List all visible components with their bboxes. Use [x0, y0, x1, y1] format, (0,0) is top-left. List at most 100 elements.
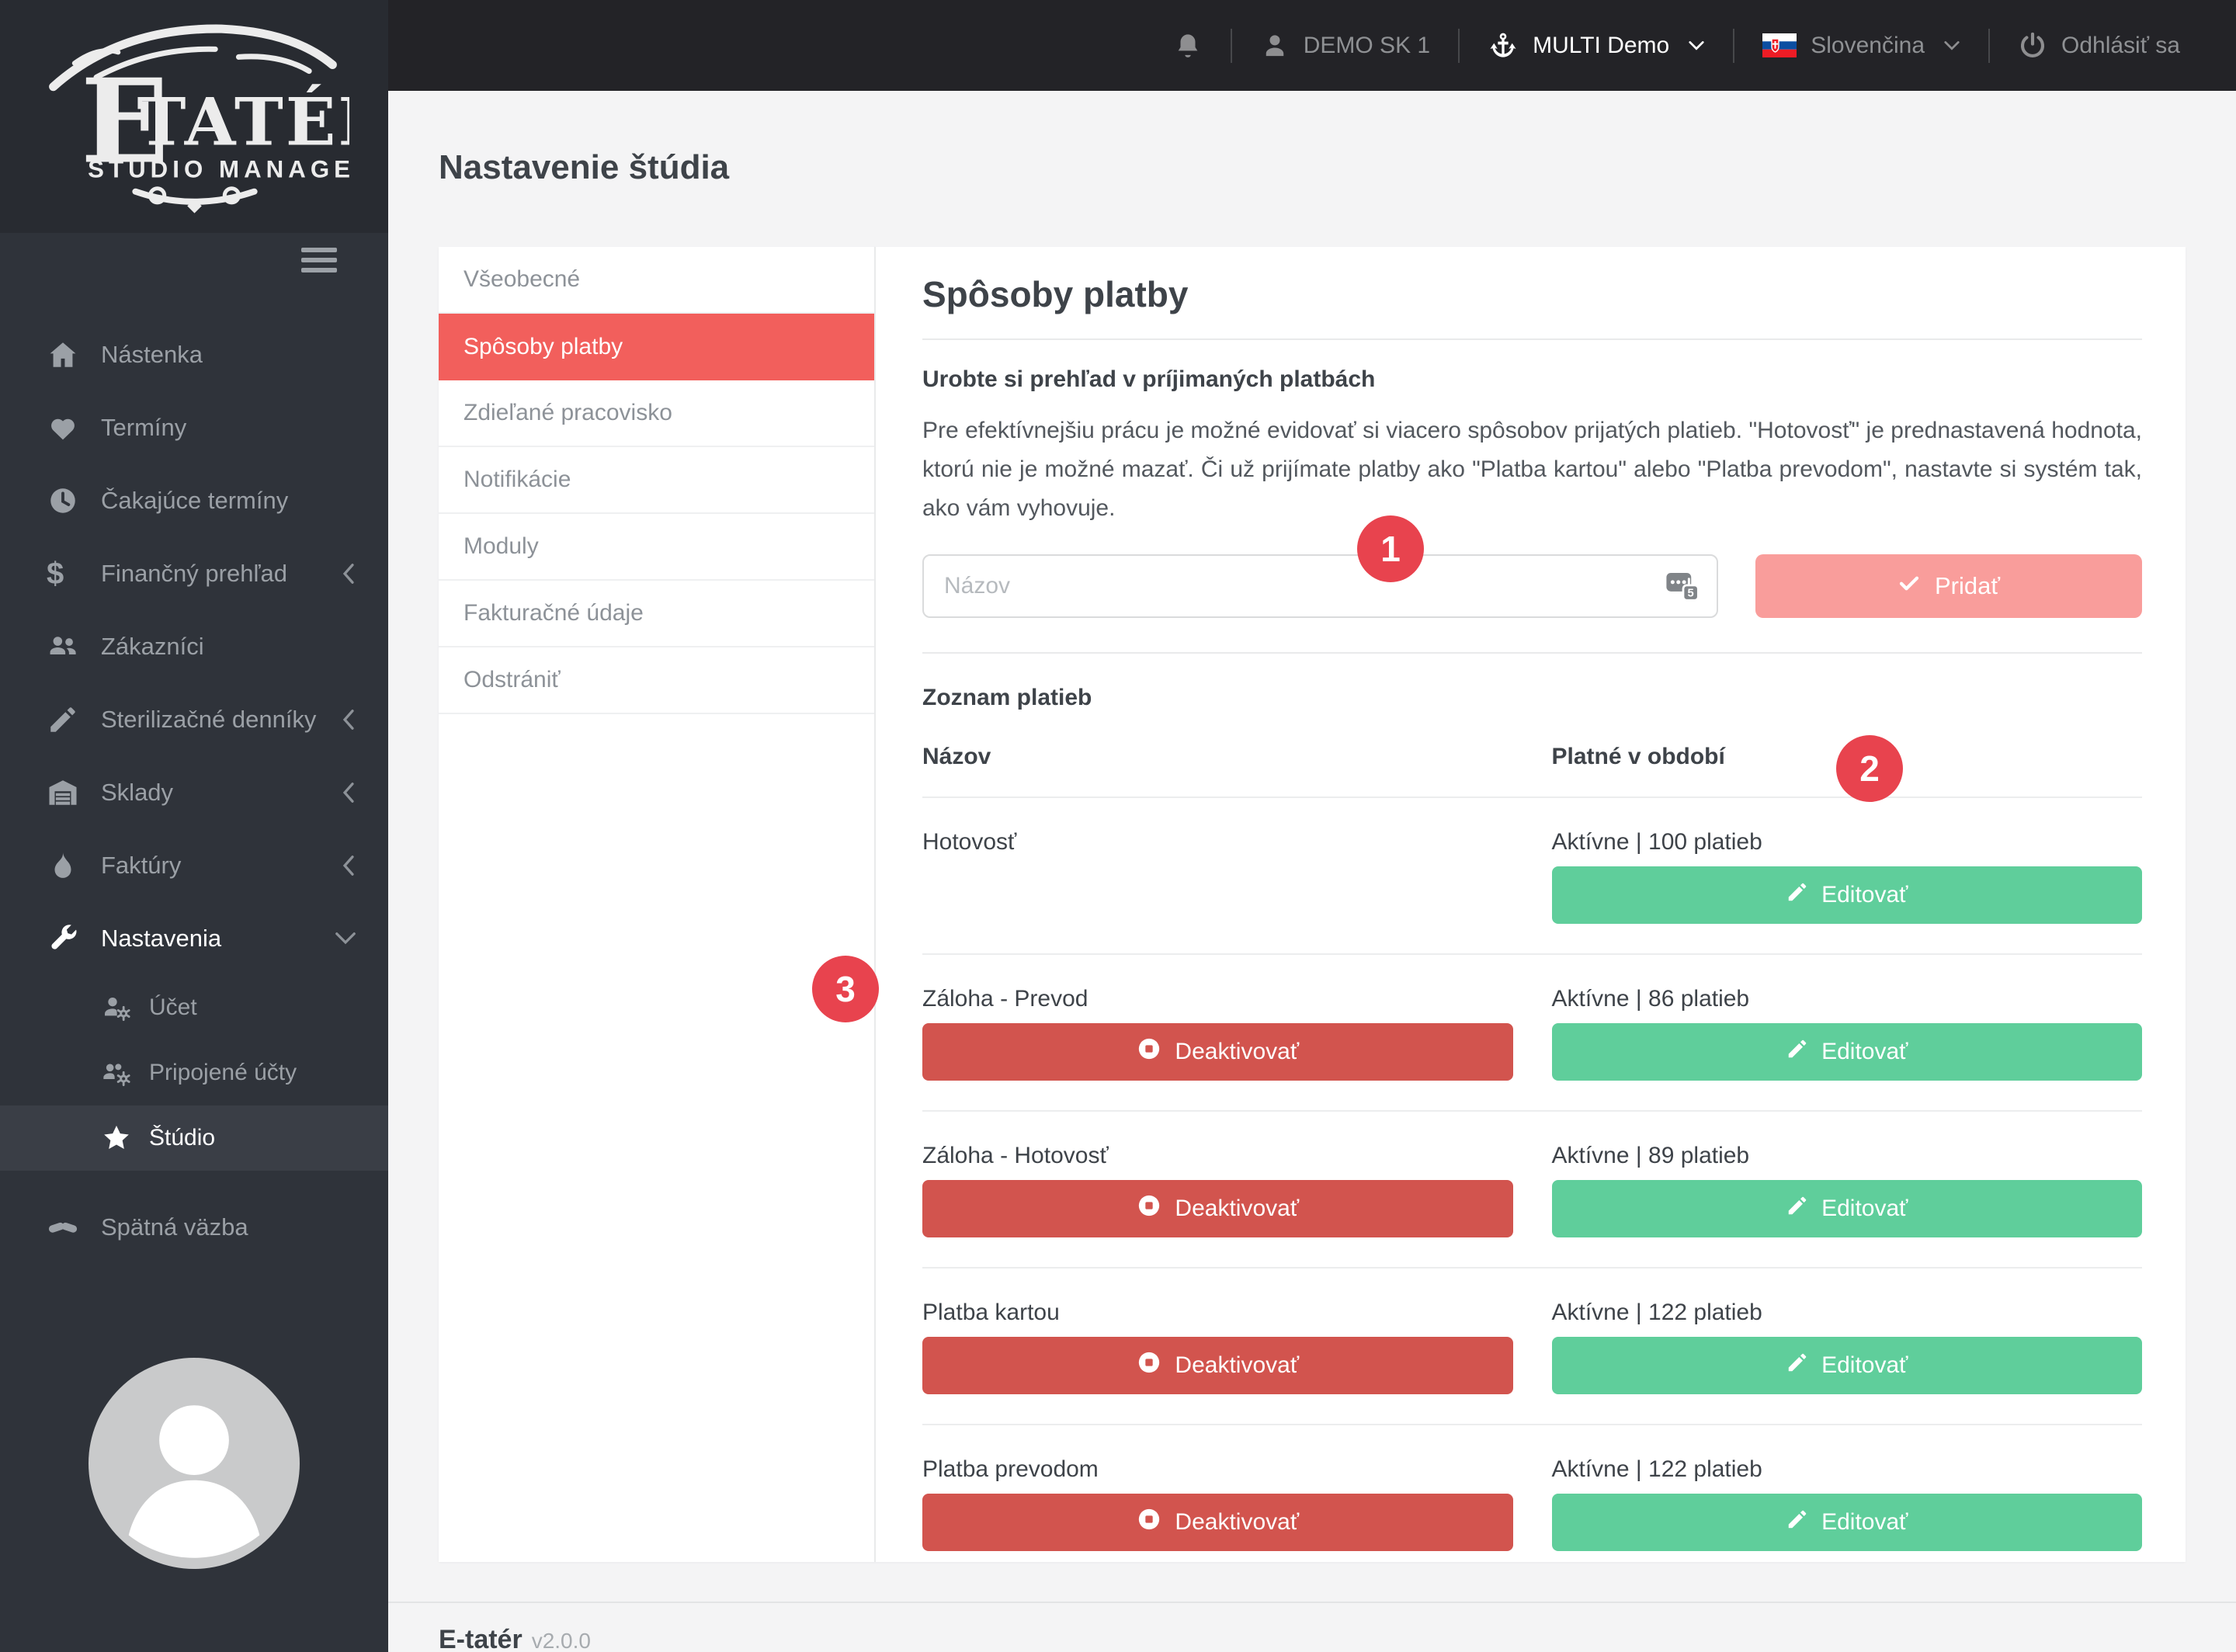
heart-icon	[47, 411, 101, 444]
home-icon	[47, 338, 101, 371]
sidebar-item-nastavenia[interactable]: Nastavenia	[0, 902, 388, 975]
sidebar-item--akaj-ce-term-ny[interactable]: Čakajúce termíny	[0, 464, 388, 537]
tab-sp-soby-platby[interactable]: Spôsoby platby	[439, 314, 874, 380]
logout-label: Odhlásiť sa	[2061, 32, 2180, 58]
sidebar-item-sklady[interactable]: Sklady	[0, 756, 388, 829]
chevron-left-icon	[340, 708, 357, 731]
footer: E-tatér v2.0.0	[388, 1602, 2236, 1652]
payment-status: Aktívne | 100 platieb	[1551, 829, 1762, 855]
tab-moduly[interactable]: Moduly	[439, 514, 874, 581]
payment-status: Aktívne | 89 platieb	[1551, 1143, 1750, 1168]
payment-row: Hotovosť Aktívne | 100 platieb Editovať	[922, 798, 2142, 955]
edit-button[interactable]: Editovať	[1551, 1337, 2142, 1394]
etater-logo-graphic: E TATÉR STUDIO MANAGER	[49, 24, 349, 213]
add-payment-form: 5 Pridať	[922, 554, 2142, 618]
divider	[922, 338, 2142, 340]
handshake-icon	[47, 1211, 101, 1244]
sidebar-item-label: Účet	[149, 994, 197, 1020]
payment-name: Záloha - Hotovosť	[922, 1143, 1109, 1168]
sidebar-item-label: Faktúry	[101, 852, 182, 879]
pencil-icon	[1786, 1508, 1809, 1537]
notifications-button[interactable]	[1173, 31, 1203, 61]
add-button-label: Pridať	[1935, 572, 2000, 599]
deactivate-button[interactable]: Deaktivovať	[922, 1494, 1513, 1551]
edit-button[interactable]: Editovať	[1551, 866, 2142, 924]
edit-button-label: Editovať	[1821, 1352, 1908, 1378]
chevron-down-icon	[1943, 40, 1960, 51]
deactivate-button[interactable]: Deaktivovať	[922, 1337, 1513, 1394]
payment-status: Aktívne | 122 platieb	[1551, 1456, 1762, 1482]
deactivate-button-label: Deaktivovať	[1175, 1196, 1300, 1221]
menu-toggle-button[interactable]	[301, 242, 337, 278]
slovakia-flag-icon	[1762, 33, 1797, 57]
topbar-separator	[1230, 28, 1232, 63]
deactivate-button-label: Deaktivovať	[1175, 1509, 1300, 1535]
users-gear-icon	[101, 1057, 149, 1088]
payment-rows: Hotovosť Aktívne | 100 platieb Editovať Zál…	[922, 798, 2142, 1562]
sidebar-item-finan-n-preh-ad[interactable]: $ Finančný prehľad	[0, 537, 388, 610]
language-selector[interactable]: Slovenčina	[1762, 33, 1960, 59]
sidebar-item-label: Finančný prehľad	[101, 560, 287, 587]
stop-circle-icon	[1136, 1349, 1162, 1382]
deactivate-button[interactable]: Deaktivovať	[922, 1180, 1513, 1237]
wrench-icon	[47, 922, 101, 955]
sidebar-item-pripojen-ty[interactable]: Pripojené účty	[0, 1040, 388, 1105]
edit-button[interactable]: Editovať	[1551, 1494, 2142, 1551]
deactivate-button[interactable]: Deaktivovať	[922, 1023, 1513, 1081]
tab-zdie-an-pracovisko[interactable]: Zdieľané pracovisko	[439, 380, 874, 447]
tab-notifik-cie[interactable]: Notifikácie	[439, 447, 874, 514]
clock-icon	[47, 484, 101, 517]
pencil-icon	[1786, 1351, 1809, 1380]
current-user-label: DEMO SK 1	[1303, 32, 1431, 58]
payment-table-header: Názov Platné v období	[922, 744, 2142, 798]
payment-name-input[interactable]	[922, 554, 1718, 618]
stop-circle-icon	[1136, 1192, 1162, 1225]
main-content: Nastavenie štúdia Všeobecné Spôsoby platb…	[388, 91, 2236, 1652]
edit-button[interactable]: Editovať	[1551, 1023, 2142, 1081]
sidebar: E TATÉR STUDIO MANAGER Nástenka Termíny Ča…	[0, 0, 388, 1652]
tab-odstr-ni-[interactable]: Odstrániť	[439, 647, 874, 714]
payment-row: Platba kartou Deaktivovať Aktívne | 122 pl…	[922, 1268, 2142, 1425]
payment-status: Aktívne | 122 platieb	[1551, 1300, 1762, 1325]
power-icon	[2018, 31, 2047, 61]
user-gear-icon	[101, 992, 149, 1023]
sidebar-item-n-stenka[interactable]: Nástenka	[0, 318, 388, 391]
sidebar-item-steriliza-n-denn-ky[interactable]: Sterilizačné denníky	[0, 683, 388, 756]
topbar-separator	[1988, 28, 1990, 63]
logout-button[interactable]: Odhlásiť sa	[2018, 31, 2180, 61]
star-icon	[101, 1123, 149, 1154]
sidebar-item-fakt-ry[interactable]: Faktúry	[0, 829, 388, 902]
tab-v-eobecn-[interactable]: Všeobecné	[439, 247, 874, 314]
avatar[interactable]	[89, 1358, 300, 1569]
column-header-period: Platné v období	[1551, 744, 1725, 769]
payment-name: Hotovosť	[922, 829, 1017, 855]
app-logo[interactable]: E TATÉR STUDIO MANAGER	[0, 0, 388, 233]
add-payment-button[interactable]: Pridať	[1755, 554, 2142, 618]
sidebar-item-label: Pripojené účty	[149, 1060, 297, 1085]
dollar-icon: $	[47, 557, 64, 591]
sidebar-item--t-dio[interactable]: Štúdio	[0, 1105, 388, 1171]
chevron-left-icon	[340, 854, 357, 877]
sidebar-item-label: Nastavenia	[101, 925, 222, 952]
account-menu[interactable]: DEMO SK 1	[1260, 31, 1430, 61]
sidebar-item-label: Sklady	[101, 779, 174, 806]
payment-methods-section: Spôsoby platby Urobte si prehľad v príji…	[876, 247, 2186, 1562]
annotation-badge-3: 3	[812, 956, 879, 1022]
sidebar-item-term-ny[interactable]: Termíny	[0, 391, 388, 464]
annotation-badge-1: 1	[1357, 515, 1424, 582]
payment-name: Platba prevodom	[922, 1456, 1099, 1482]
sidebar-item-sp-tn-v-zba[interactable]: Spätná väzba	[0, 1191, 388, 1264]
chevron-down-icon	[1688, 40, 1705, 51]
edit-button[interactable]: Editovať	[1551, 1180, 2142, 1237]
topbar-separator	[1733, 28, 1735, 63]
bell-icon	[1173, 31, 1203, 61]
pencil-icon	[1786, 1194, 1809, 1223]
topbar: DEMO SK 1 MULTI Demo Slovenčina	[388, 0, 2236, 91]
stop-circle-icon	[1136, 1506, 1162, 1539]
page-title: Nastavenie štúdia	[439, 148, 730, 186]
sidebar-item-label: Nástenka	[101, 341, 203, 368]
studio-selector[interactable]: MULTI Demo	[1488, 30, 1705, 61]
tab-faktura-n-daje[interactable]: Fakturačné údaje	[439, 581, 874, 647]
sidebar-item--et[interactable]: Účet	[0, 975, 388, 1040]
sidebar-item-z-kazn-ci[interactable]: Zákazníci	[0, 610, 388, 683]
